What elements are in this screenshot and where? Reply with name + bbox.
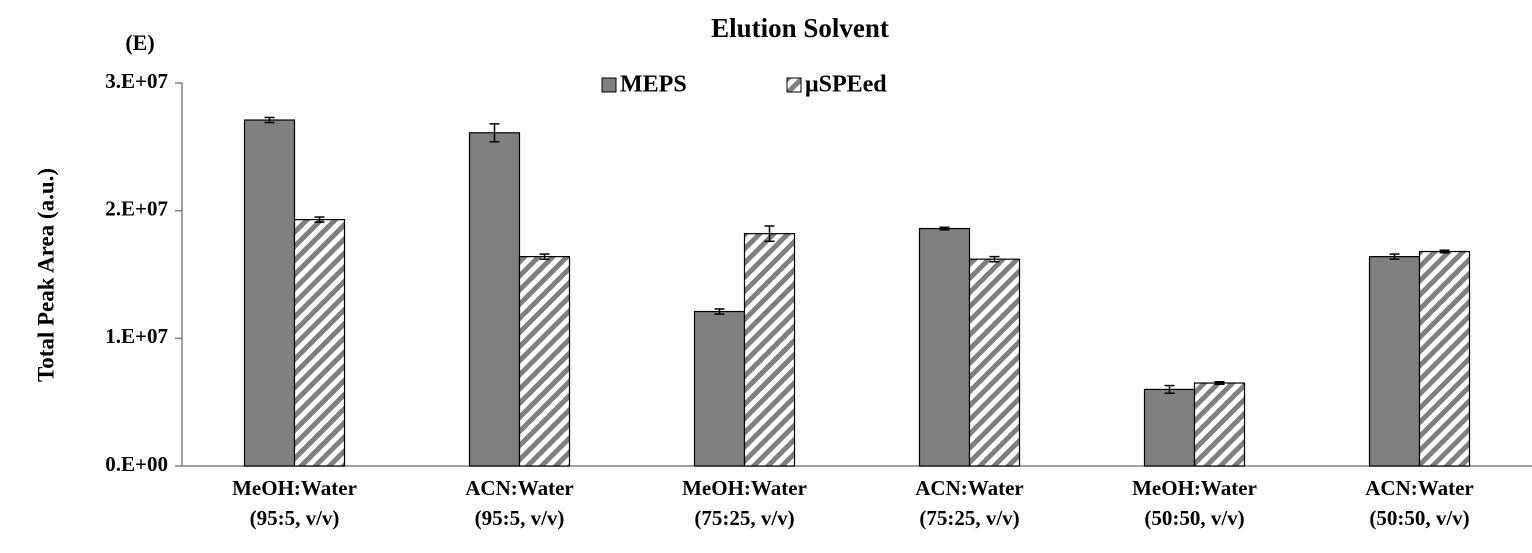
bar	[1193, 382, 1246, 467]
panel-label: (E)	[125, 30, 154, 55]
bar	[468, 132, 521, 467]
bar	[1418, 250, 1471, 467]
bar	[743, 233, 796, 467]
bar	[693, 310, 746, 467]
x-tick-label: (50:50, v/v)	[1144, 506, 1244, 530]
x-tick-label: (75:25, v/v)	[694, 506, 794, 530]
x-tick-label: (95:5, v/v)	[250, 506, 340, 530]
y-tick-label: 3.E+07	[105, 69, 168, 93]
bar	[1143, 388, 1196, 467]
x-tick-label: (75:25, v/v)	[919, 506, 1019, 530]
chart-title: Elution Solvent	[711, 13, 889, 43]
x-tick-label: (95:5, v/v)	[475, 506, 565, 530]
x-tick-label: MeOH:Water	[232, 476, 357, 500]
bar	[243, 119, 296, 467]
y-tick-label: 2.E+07	[105, 196, 168, 220]
bar	[518, 256, 571, 467]
x-tick-label: MeOH:Water	[682, 476, 807, 500]
x-tick-label: ACN:Water	[465, 476, 573, 500]
legend-label: μSPEed	[805, 72, 887, 98]
x-tick-label: ACN:Water	[915, 476, 1023, 500]
y-tick-label: 1.E+07	[105, 324, 168, 348]
bar	[918, 227, 971, 467]
y-axis-label: Total Peak Area (a.u.)	[33, 168, 58, 382]
legend-swatch	[786, 77, 802, 93]
bar	[1368, 256, 1421, 467]
x-tick-label: MeOH:Water	[1132, 476, 1257, 500]
legend-swatch	[601, 77, 617, 93]
bar	[968, 258, 1021, 467]
y-tick-label: 0.E+00	[105, 452, 168, 476]
bar	[293, 219, 346, 467]
x-tick-label: ACN:Water	[1365, 476, 1473, 500]
legend-label: MEPS	[620, 72, 687, 98]
x-tick-label: (50:50, v/v)	[1369, 506, 1469, 530]
